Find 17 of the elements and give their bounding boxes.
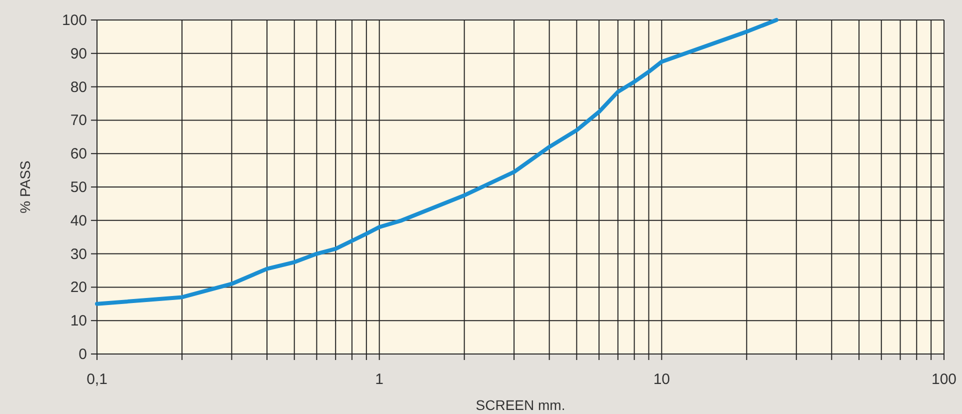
x-axis-title: SCREEN mm.	[476, 397, 566, 413]
y-tick-label: 80	[70, 78, 87, 96]
y-tick-label: 40	[70, 212, 87, 230]
y-tick-label: 70	[70, 112, 87, 130]
x-tick-label: 10	[653, 371, 670, 388]
y-tick-label: 10	[70, 312, 87, 330]
y-tick-label: 50	[70, 179, 87, 196]
x-tick-label: 0,1	[86, 371, 108, 388]
y-tick-label: 0	[78, 346, 87, 363]
y-tick-label: 30	[70, 246, 87, 263]
x-tick-label: 100	[931, 371, 957, 388]
y-axis-title: % PASS	[17, 160, 33, 214]
y-tick-label: 60	[70, 146, 87, 163]
y-tick-label: 100	[62, 12, 87, 29]
y-tick-label: 20	[70, 279, 87, 296]
y-tick-label: 90	[70, 45, 87, 62]
x-tick-label: 1	[375, 371, 384, 388]
